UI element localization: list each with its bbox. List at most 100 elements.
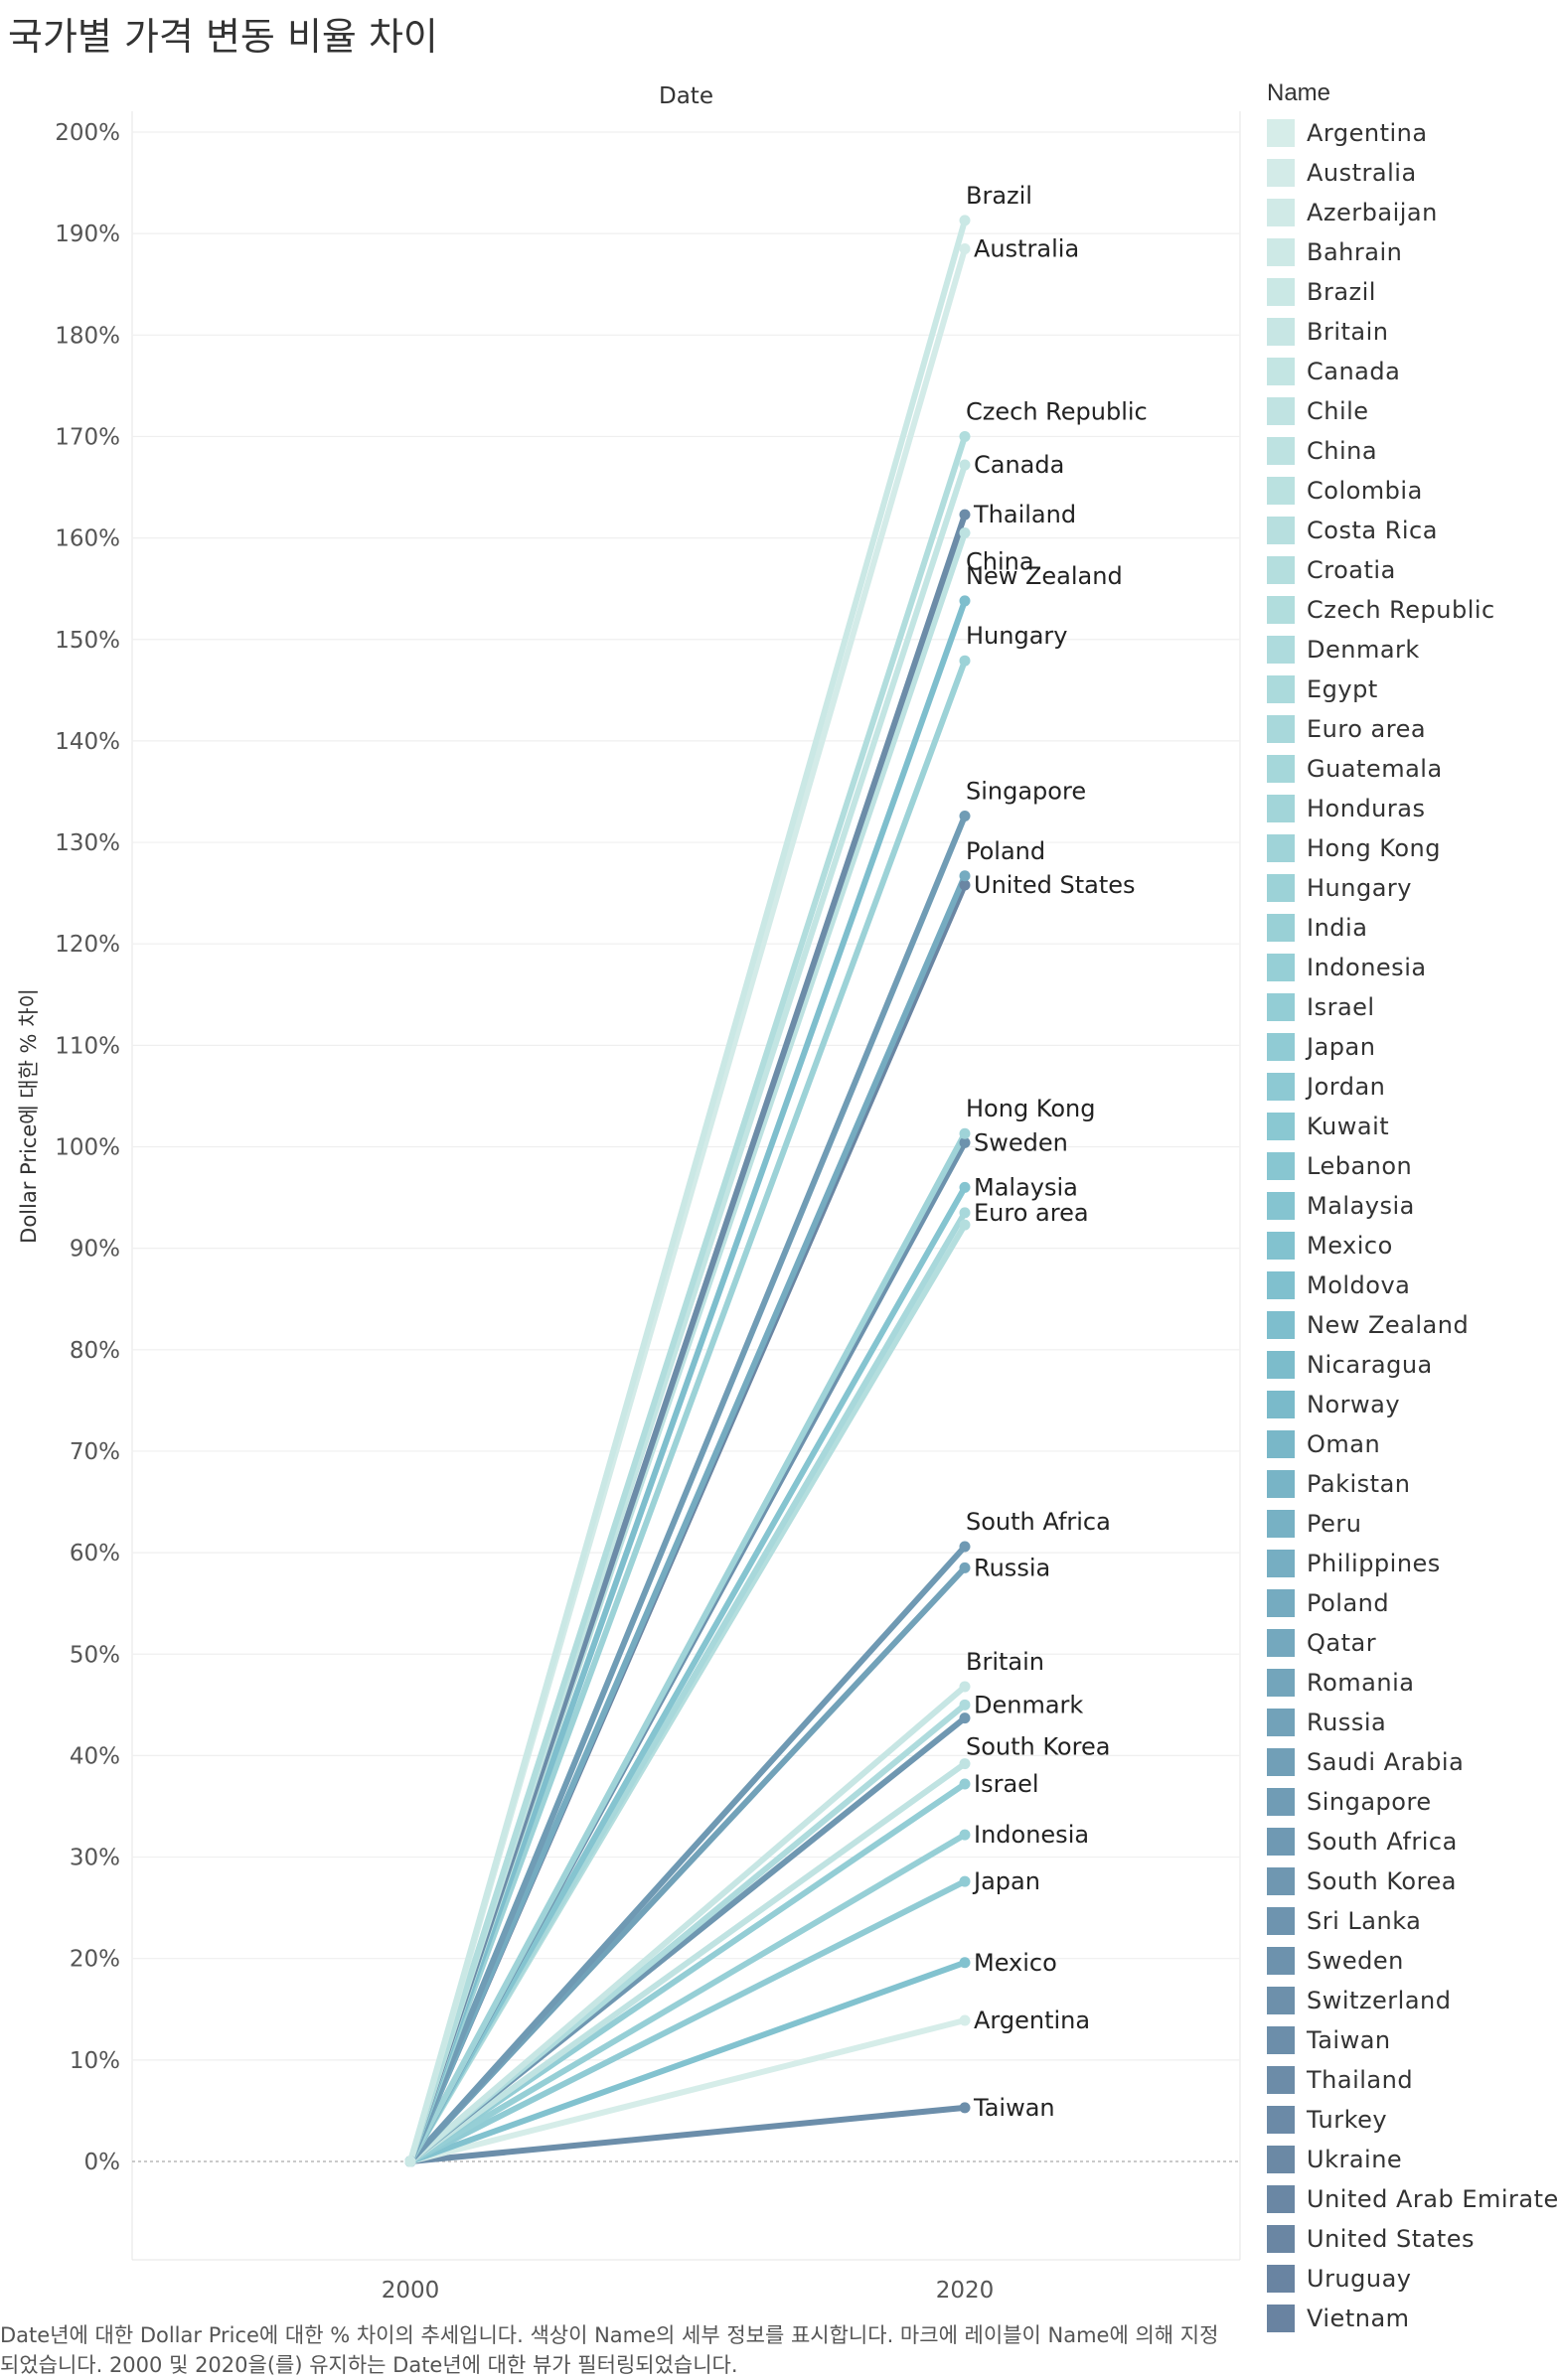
legend-label: Israel	[1307, 993, 1375, 1021]
legend-title: Name	[1267, 79, 1331, 106]
legend-item[interactable]: Ukraine	[1267, 2140, 1555, 2179]
legend-item[interactable]: Argentina	[1267, 113, 1555, 153]
legend-item[interactable]: Bahrain	[1267, 232, 1555, 272]
legend-item[interactable]: Lebanon	[1267, 1146, 1555, 1186]
legend-swatch	[1267, 397, 1295, 425]
axis-layer: 0% 10% 20% 30% 40% 50% 60% 70% 80% 90% 100% 110% 120…	[17, 83, 994, 2304]
legend-label: Croatia	[1307, 556, 1396, 584]
legend-item[interactable]: Britain	[1267, 312, 1555, 352]
legend-item[interactable]: Thailand	[1267, 2060, 1555, 2100]
legend-item[interactable]: Romania	[1267, 1663, 1555, 1703]
legend-item[interactable]: Japan	[1267, 1027, 1555, 1067]
series-line	[407, 1683, 968, 2164]
legend-swatch	[1267, 1867, 1295, 1895]
legend-label: Sweden	[1307, 1947, 1404, 1975]
legend-item[interactable]: Colombia	[1267, 471, 1555, 511]
legend-item[interactable]: Jordan	[1267, 1067, 1555, 1107]
data-label: Hungary	[966, 622, 1067, 650]
legend-item[interactable]: Oman	[1267, 1424, 1555, 1464]
legend-swatch	[1267, 1550, 1295, 1577]
legend-item[interactable]: Euro area	[1267, 709, 1555, 749]
legend-item[interactable]: Mexico	[1267, 1226, 1555, 1265]
legend-label: Hong Kong	[1307, 834, 1441, 862]
series-line	[407, 1543, 968, 2164]
data-label: Singapore	[966, 777, 1086, 805]
legend-label: Lebanon	[1307, 1152, 1413, 1180]
data-point	[959, 1541, 971, 1553]
legend-item[interactable]: Australia	[1267, 153, 1555, 193]
legend-item[interactable]: Hong Kong	[1267, 828, 1555, 868]
legend-swatch	[1267, 2265, 1295, 2293]
legend-item[interactable]: Norway	[1267, 1385, 1555, 1424]
legend-item[interactable]: Vietnam	[1267, 2299, 1555, 2338]
legend-item[interactable]: Costa Rica	[1267, 511, 1555, 550]
legend-item[interactable]: Peru	[1267, 1504, 1555, 1544]
legend-item[interactable]: Indonesia	[1267, 948, 1555, 987]
y-tick-label: 80%	[70, 1338, 120, 1364]
legend-item[interactable]: Taiwan	[1267, 2020, 1555, 2060]
legend-swatch	[1267, 1470, 1295, 1498]
legend-item[interactable]: Hungary	[1267, 868, 1555, 908]
legend-item[interactable]: Chile	[1267, 391, 1555, 431]
legend-item[interactable]: Saudi Arabia	[1267, 1742, 1555, 1782]
legend-item[interactable]: United Arab Emirates	[1267, 2179, 1558, 2219]
legend-item[interactable]: Denmark	[1267, 630, 1555, 669]
legend-label: Japan	[1307, 1033, 1376, 1061]
legend-item[interactable]: Qatar	[1267, 1623, 1555, 1663]
legend-item[interactable]: Uruguay	[1267, 2259, 1555, 2299]
legend-item[interactable]: Honduras	[1267, 789, 1555, 828]
legend-item[interactable]: Sri Lanka	[1267, 1901, 1555, 1941]
data-point	[959, 1875, 971, 1887]
legend-item[interactable]: Brazil	[1267, 272, 1555, 312]
data-point	[959, 1758, 971, 1770]
legend-swatch	[1267, 2106, 1295, 2134]
legend-label: Sri Lanka	[1307, 1907, 1422, 1935]
legend-item[interactable]: Russia	[1267, 1703, 1555, 1742]
data-label: Israel	[974, 1770, 1039, 1798]
legend-item[interactable]: South Africa	[1267, 1822, 1555, 1861]
y-tick-label: 170%	[55, 424, 120, 450]
data-label: United States	[974, 871, 1136, 899]
y-tick-label: 10%	[70, 2048, 120, 2074]
y-tick-label: 90%	[70, 1237, 120, 1263]
legend-item[interactable]: United States	[1267, 2219, 1555, 2259]
legend-item[interactable]: Pakistan	[1267, 1464, 1555, 1504]
legend-item[interactable]: Philippines	[1267, 1544, 1555, 1583]
legend-swatch	[1267, 755, 1295, 783]
legend-item[interactable]: Canada	[1267, 352, 1555, 391]
legend-swatch	[1267, 1351, 1295, 1379]
data-label: Australia	[974, 234, 1079, 262]
legend-label: United Arab Emirates	[1307, 2185, 1558, 2213]
data-point	[959, 1136, 971, 1148]
legend-item[interactable]: Nicaragua	[1267, 1345, 1555, 1385]
legend-item[interactable]: China	[1267, 431, 1555, 471]
legend-item[interactable]: Moldova	[1267, 1265, 1555, 1305]
legend-item[interactable]: Kuwait	[1267, 1107, 1555, 1146]
legend-item[interactable]: India	[1267, 908, 1555, 948]
legend-item[interactable]: South Korea	[1267, 1861, 1555, 1901]
series-line	[407, 1832, 968, 2164]
legend-item[interactable]: Poland	[1267, 1583, 1555, 1623]
legend-item[interactable]: Azerbaijan	[1267, 193, 1555, 232]
chart-caption: Date년에 대한 Dollar Price에 대한 % 차이의 추세입니다. …	[0, 2323, 1219, 2377]
series-line	[407, 1878, 968, 2164]
data-point	[959, 1957, 971, 1969]
data-label: South Africa	[966, 1508, 1111, 1536]
legend-item[interactable]: Israel	[1267, 987, 1555, 1027]
legend-item[interactable]: Switzerland	[1267, 1981, 1555, 2020]
legend-item[interactable]: Egypt	[1267, 669, 1555, 709]
legend-item[interactable]: Czech Republic	[1267, 590, 1555, 630]
legend-swatch	[1267, 1113, 1295, 1140]
legend-swatch	[1267, 2185, 1295, 2213]
data-label: Russia	[974, 1554, 1050, 1581]
legend-label: Taiwan	[1307, 2026, 1391, 2054]
data-point	[959, 1829, 971, 1841]
legend-item[interactable]: Singapore	[1267, 1782, 1555, 1822]
legend-item[interactable]: Sweden	[1267, 1941, 1555, 1981]
legend-item[interactable]: Croatia	[1267, 550, 1555, 590]
legend-item[interactable]: Malaysia	[1267, 1186, 1555, 1226]
legend-label: Philippines	[1307, 1550, 1441, 1577]
legend-item[interactable]: Turkey	[1267, 2100, 1555, 2140]
legend-item[interactable]: Guatemala	[1267, 749, 1555, 789]
legend-item[interactable]: New Zealand	[1267, 1305, 1555, 1345]
